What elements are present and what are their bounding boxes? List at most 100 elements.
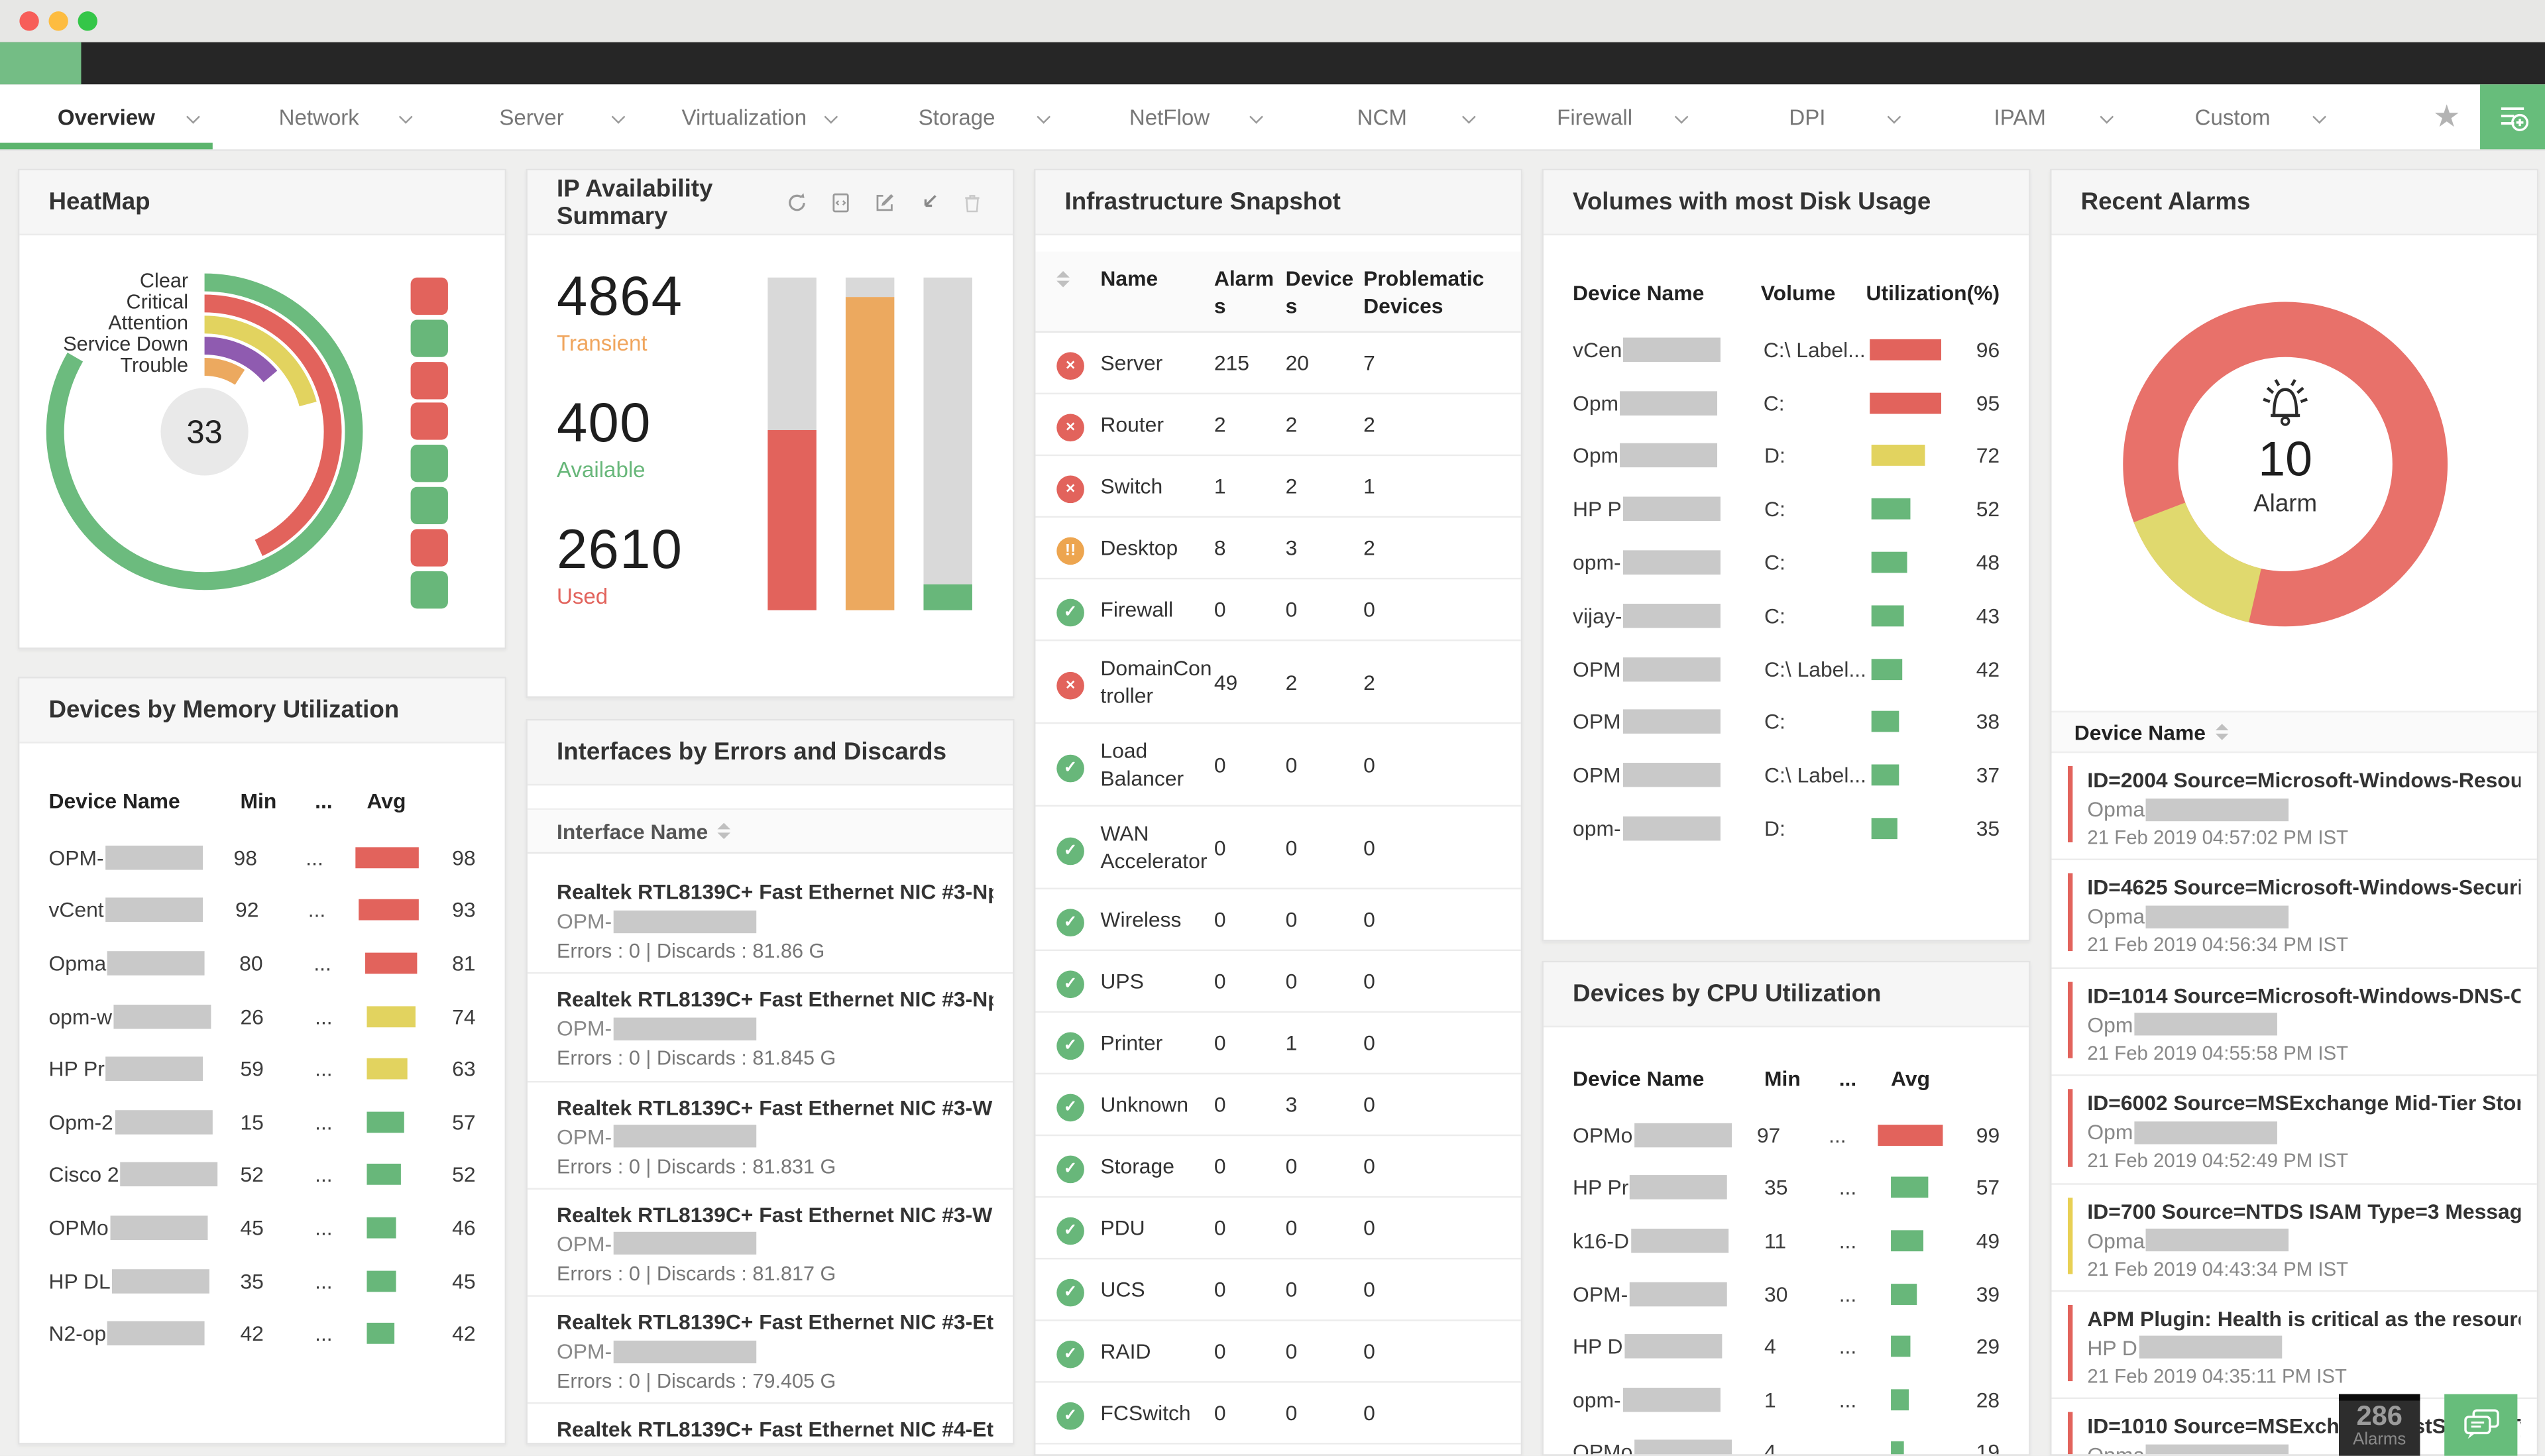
heat-square[interactable] <box>410 361 448 399</box>
interface-list-item[interactable]: Realtek RTL8139C+ Fast Ethernet NIC #3-W… <box>527 1190 1013 1298</box>
table-row[interactable]: Opma 80 ... 81 <box>48 951 476 976</box>
nav-tab[interactable] <box>243 42 324 85</box>
heatmap-gauge-chart[interactable]: 33 <box>19 235 506 649</box>
chat-button[interactable] <box>2444 1394 2518 1456</box>
alarm-list-item[interactable]: ID=1014 Source=Microsoft-Windows-DNS-Cli… <box>2051 969 2537 1077</box>
table-row[interactable]: N2-op 42 ... 42 <box>48 1321 476 1346</box>
subnav-tab[interactable]: Server <box>425 84 638 149</box>
table-row[interactable]: OPMo 4 ... 19 <box>1573 1426 2000 1455</box>
alarms-donut-chart[interactable] <box>2052 235 2539 706</box>
table-header[interactable]: Interface Name <box>527 808 1013 854</box>
alarm-list-item[interactable]: ID=700 Source=NTDS ISAM Type=3 Message=N… <box>2051 1184 2537 1292</box>
table-row[interactable]: Opm D: 72 <box>1573 443 2000 469</box>
nav-tab[interactable] <box>406 42 486 85</box>
nav-tab[interactable] <box>487 42 568 85</box>
availability-bar[interactable] <box>845 277 895 610</box>
subnav-tab[interactable]: DPI <box>1701 84 1914 149</box>
table-row[interactable]: HP Pr 59 ... 63 <box>48 1056 476 1082</box>
nav-tab[interactable] <box>325 42 406 85</box>
heat-square[interactable] <box>410 571 448 608</box>
subnav-tab[interactable]: NCM <box>1276 84 1489 149</box>
interface-list-item[interactable]: Realtek RTL8139C+ Fast Ethernet NIC #4-E… <box>528 1405 1013 1443</box>
table-row[interactable]: OPM C: 38 <box>1573 710 2000 735</box>
table-row[interactable]: ✓ Load Balancer 0 0 0 <box>1035 724 1521 807</box>
heat-square[interactable] <box>410 403 448 441</box>
subnav-tab[interactable]: NetFlow <box>1063 84 1276 149</box>
nav-tab[interactable] <box>730 42 811 85</box>
collapse-icon[interactable] <box>917 191 940 213</box>
table-row[interactable]: ✓ TapeLibrary 0 0 0 <box>1035 1445 1520 1455</box>
nav-tab[interactable] <box>568 42 649 85</box>
refresh-icon[interactable] <box>785 191 808 213</box>
favorite-star-icon[interactable]: ★ <box>2432 99 2461 135</box>
close-window-icon[interactable] <box>19 11 39 31</box>
table-row[interactable]: × DomainController 49 2 2 <box>1035 641 1521 724</box>
minimize-window-icon[interactable] <box>48 11 68 31</box>
table-row[interactable]: ✓ Unknown 0 3 0 <box>1035 1074 1521 1137</box>
table-row[interactable]: × Switch 1 2 1 <box>1035 456 1521 518</box>
table-row[interactable]: ✓ UCS 0 0 0 <box>1035 1259 1521 1321</box>
table-row[interactable]: opm- C: 48 <box>1573 550 2000 575</box>
heat-square[interactable] <box>410 486 448 524</box>
table-header[interactable]: Device Name <box>2051 710 2537 754</box>
heat-square[interactable] <box>410 528 448 567</box>
table-row[interactable]: !! Desktop 8 3 2 <box>1035 518 1521 580</box>
interface-list-item[interactable]: Realtek RTL8139C+ Fast Ethernet NIC #3-W… <box>527 1082 1013 1190</box>
availability-bar[interactable] <box>767 277 817 610</box>
delete-icon[interactable] <box>961 191 984 213</box>
availability-bar[interactable] <box>923 277 972 610</box>
nav-tab[interactable] <box>81 42 162 85</box>
edit-icon[interactable] <box>874 191 896 213</box>
table-row[interactable]: OPM C:\ Label... 42 <box>1573 657 2000 681</box>
subnav-tab[interactable]: Virtualization <box>638 84 850 149</box>
nav-tab[interactable] <box>650 42 730 85</box>
heat-square[interactable] <box>410 277 448 315</box>
table-row[interactable]: ✓ Printer 0 1 0 <box>1035 1013 1521 1075</box>
table-row[interactable]: ✓ Storage 0 0 0 <box>1035 1136 1521 1198</box>
table-row[interactable]: Opm-2 15 ... 57 <box>48 1109 476 1135</box>
alarm-list-item[interactable]: ID=2004 Source=Microsoft-Windows-Resourc… <box>2051 753 2537 861</box>
table-row[interactable]: Opm C: 95 <box>1573 390 2000 416</box>
table-row[interactable]: × Server 215 20 7 <box>1035 333 1521 395</box>
alarm-count-badge[interactable]: 286 Alarms <box>2338 1394 2420 1456</box>
interface-list-item[interactable]: Realtek RTL8139C+ Fast Ethernet NIC #3-N… <box>527 974 1013 1082</box>
table-row[interactable]: HP Pr 35 ... 57 <box>1573 1176 2000 1200</box>
table-row[interactable]: ✓ FCSwitch 0 0 0 <box>1035 1383 1521 1445</box>
table-row[interactable]: Cisco 2 52 ... 52 <box>48 1162 476 1188</box>
heat-square[interactable] <box>410 319 448 357</box>
table-row[interactable]: HP D 4 ... 29 <box>1573 1334 2000 1359</box>
table-row[interactable]: vijay- C: 43 <box>1573 603 2000 628</box>
subnav-tab[interactable]: Custom <box>2126 84 2339 149</box>
table-row[interactable]: k16-D 11 ... 49 <box>1573 1228 2000 1253</box>
table-row[interactable]: ✓ Wireless 0 0 0 <box>1035 889 1521 952</box>
heat-square[interactable] <box>410 445 448 482</box>
table-row[interactable]: vCent 92 ... 93 <box>48 898 476 923</box>
table-row[interactable]: opm-w 26 ... 74 <box>48 1003 476 1029</box>
table-row[interactable]: OPMo 45 ... 46 <box>48 1215 476 1240</box>
table-row[interactable]: opm- 1 ... 28 <box>1573 1387 2000 1412</box>
add-dashboard-button[interactable] <box>2480 84 2545 150</box>
table-row[interactable]: vCen C:\ Label... 96 <box>1573 337 2000 362</box>
table-row[interactable]: HP DL 35 ... 45 <box>48 1268 476 1293</box>
table-row[interactable]: OPM- 98 ... 98 <box>48 845 476 870</box>
alarm-list-item[interactable]: ID=4625 Source=Microsoft-Windows-Securit… <box>2051 861 2537 969</box>
table-row[interactable]: ✓ UPS 0 0 0 <box>1035 951 1521 1013</box>
subnav-tab[interactable]: Firewall <box>1489 84 1701 149</box>
nav-tab[interactable] <box>162 42 243 85</box>
table-row[interactable]: HP P C: 52 <box>1573 497 2000 522</box>
subnav-tab[interactable]: IPAM <box>1913 84 2126 149</box>
subnav-tab[interactable]: Storage <box>850 84 1063 149</box>
heatmap-squares[interactable] <box>410 277 448 612</box>
table-row[interactable]: ✓ WAN Accelerator 0 0 0 <box>1035 807 1521 890</box>
table-header[interactable]: Name Alarms Devices Problematic Devices <box>1035 251 1521 333</box>
subnav-tab[interactable]: Overview <box>0 84 213 150</box>
alarm-list-item[interactable]: APM Plugin: Health is critical as the re… <box>2051 1292 2537 1400</box>
alarm-list-item[interactable]: ID=6002 Source=MSExchange Mid-Tier Stora… <box>2051 1076 2537 1184</box>
table-row[interactable]: ✓ PDU 0 0 0 <box>1035 1198 1521 1260</box>
table-row[interactable]: opm- D: 35 <box>1573 816 2000 841</box>
nav-tab[interactable] <box>811 42 892 85</box>
subnav-tab[interactable]: Network <box>213 84 425 149</box>
interface-list-item[interactable]: Realtek RTL8139C+ Fast Ethernet NIC #3-E… <box>527 1297 1013 1405</box>
nav-tab[interactable] <box>0 42 82 85</box>
export-icon[interactable] <box>829 191 852 213</box>
